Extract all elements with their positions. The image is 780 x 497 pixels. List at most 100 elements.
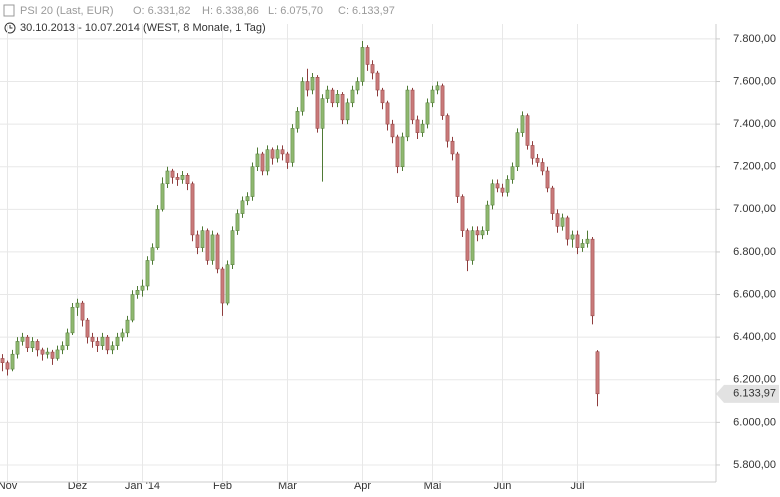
y-tick-label: 5.800,00 xyxy=(733,459,776,471)
candle-body xyxy=(255,153,260,167)
candle-body xyxy=(395,136,400,167)
candle-body xyxy=(85,319,90,338)
y-tick-label: 6.200,00 xyxy=(733,374,776,386)
y-tick-label: 6.400,00 xyxy=(733,331,776,343)
candle-body xyxy=(120,332,125,338)
candle-body xyxy=(350,89,355,104)
candle-body xyxy=(380,89,385,104)
candle-body xyxy=(345,102,350,121)
candle-body xyxy=(155,209,160,248)
candle-body xyxy=(455,153,460,197)
candle-body xyxy=(500,187,505,193)
candle-body xyxy=(95,341,100,346)
candle-body xyxy=(330,89,335,104)
candle-body xyxy=(510,166,515,180)
candle-body xyxy=(105,336,110,351)
x-tick-label: Apr xyxy=(354,480,371,492)
candle-body xyxy=(10,353,15,370)
header-icon xyxy=(3,4,15,17)
candle-body xyxy=(410,89,415,121)
candle-body xyxy=(470,230,475,261)
candle-body xyxy=(235,213,240,231)
candle-body xyxy=(320,98,325,129)
candle-body xyxy=(45,351,50,355)
clock-hands xyxy=(9,25,13,29)
candle-body xyxy=(325,89,330,99)
candle-body xyxy=(5,362,10,370)
candle-body xyxy=(75,302,80,308)
x-tick-label: Mär xyxy=(278,480,297,492)
candle-body xyxy=(100,336,105,346)
candle-body xyxy=(25,336,30,349)
candle-body xyxy=(495,183,500,189)
x-tick-label: Jan '14 xyxy=(125,480,160,492)
candle-body xyxy=(130,294,135,321)
y-tick-label: 7.600,00 xyxy=(733,75,776,87)
candle-body xyxy=(375,72,380,91)
candle-body xyxy=(360,47,365,82)
candle-body xyxy=(370,64,375,74)
candle-body xyxy=(565,217,570,240)
candle-body xyxy=(480,230,485,236)
candle-body xyxy=(160,183,165,210)
candle-body xyxy=(595,351,600,395)
candle-body xyxy=(400,136,405,167)
candle-body xyxy=(435,85,440,91)
candle-body xyxy=(115,336,120,346)
candle-body xyxy=(175,177,180,180)
candle-body xyxy=(560,217,565,227)
candle-body xyxy=(420,123,425,133)
candle-body xyxy=(145,260,150,287)
x-tick-label: Nov xyxy=(0,480,18,492)
candle-body xyxy=(295,111,300,129)
candle-body xyxy=(340,94,345,121)
candle-body xyxy=(300,81,305,112)
candle-body xyxy=(275,149,280,159)
candle-body xyxy=(80,302,85,321)
candles xyxy=(0,41,600,407)
candle-body xyxy=(285,153,290,163)
candle-body xyxy=(220,268,225,304)
y-tick-label: 6.600,00 xyxy=(733,288,776,300)
x-tick-label: Feb xyxy=(213,480,232,492)
close-value: C: 6.133,97 xyxy=(338,5,395,17)
candle-body xyxy=(545,170,550,189)
candle-body xyxy=(245,196,250,202)
candle-body xyxy=(200,230,205,248)
open-value: O: 6.331,82 xyxy=(133,5,191,17)
candle-body xyxy=(135,290,140,295)
candle-body xyxy=(385,102,390,125)
candle-body xyxy=(50,351,55,359)
candle-body xyxy=(440,85,445,116)
candle-body xyxy=(520,115,525,133)
candle-body xyxy=(315,77,320,129)
candle-body xyxy=(185,174,190,185)
candle-body xyxy=(365,47,370,65)
candle-body xyxy=(190,183,195,236)
candle-body xyxy=(240,200,245,214)
x-tick-label: Mai xyxy=(424,480,442,492)
candle-body xyxy=(525,115,530,146)
candle-body xyxy=(15,341,20,355)
candle-body xyxy=(65,332,70,346)
candle-body xyxy=(280,149,285,155)
candle-body xyxy=(40,349,45,355)
x-tick-label: Dez xyxy=(68,480,88,492)
y-tick-label: 6.800,00 xyxy=(733,246,776,258)
candle-body xyxy=(310,77,315,91)
candle-body xyxy=(305,81,310,91)
candle-body xyxy=(390,123,395,138)
candle-body xyxy=(335,94,340,104)
candle-body xyxy=(585,238,590,244)
y-tick-label: 6.000,00 xyxy=(733,416,776,428)
candle-body xyxy=(230,230,235,265)
y-tick-label: 7.400,00 xyxy=(733,118,776,130)
candle-body xyxy=(415,119,420,133)
candle-body xyxy=(550,187,555,214)
candle-body xyxy=(250,166,255,197)
y-tick-label: 7.000,00 xyxy=(733,203,776,215)
candle-body xyxy=(110,345,115,351)
candle-body xyxy=(205,230,210,261)
instrument: PSI 20 (Last, EUR) xyxy=(20,5,114,17)
candle-body xyxy=(55,349,60,359)
